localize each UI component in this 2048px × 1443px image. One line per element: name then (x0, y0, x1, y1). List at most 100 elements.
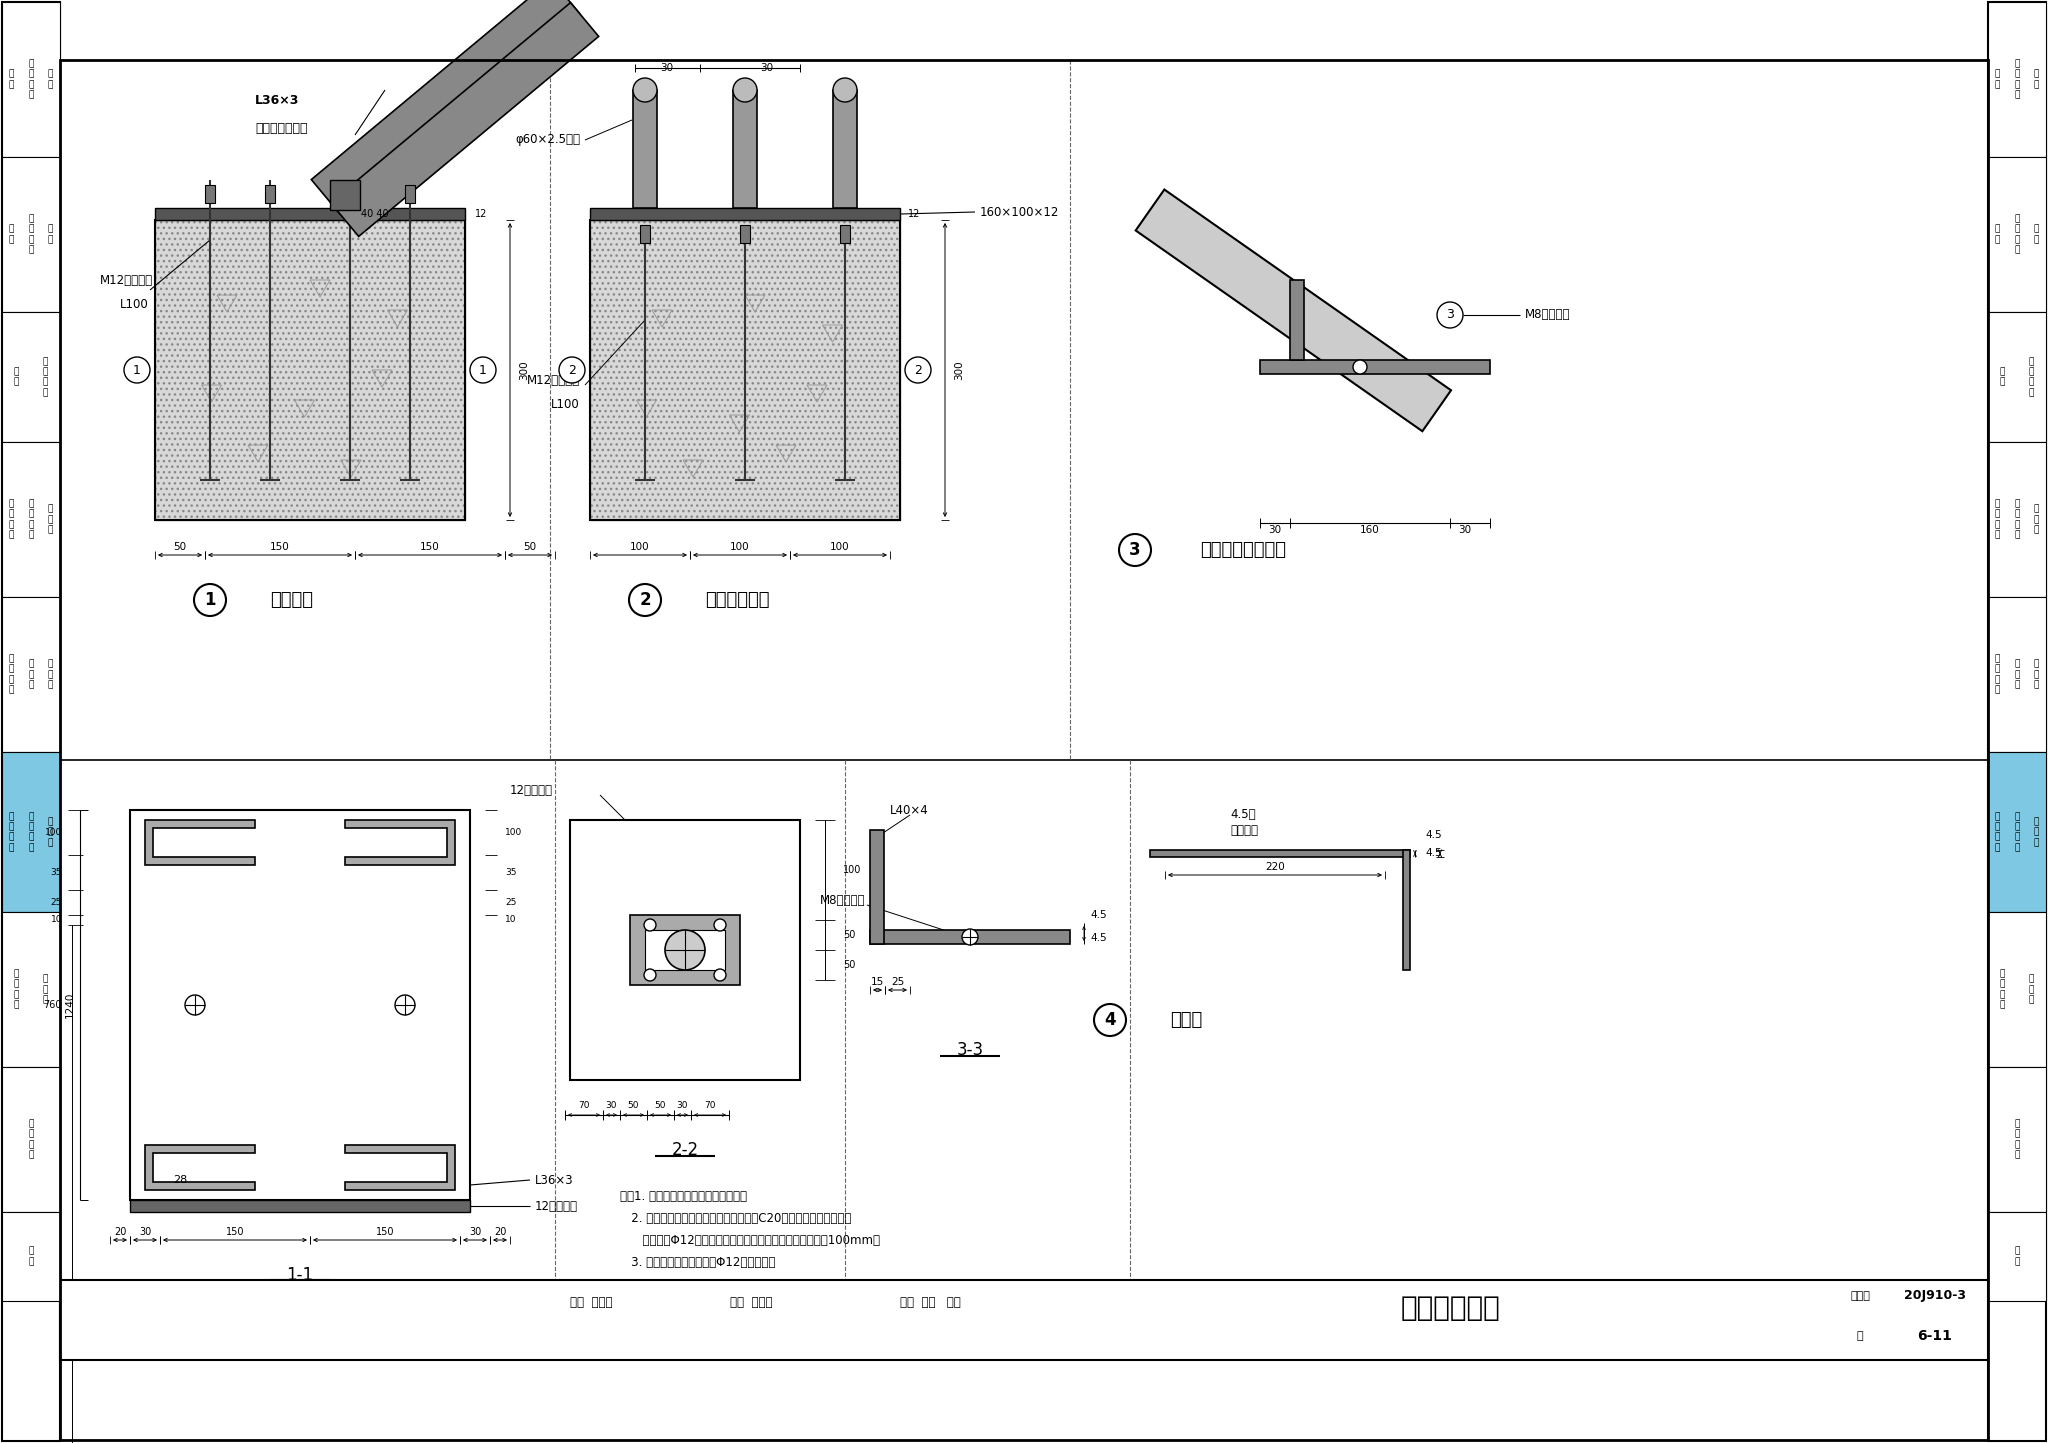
Text: 集
装
筱
化: 集 装 筱 化 (2015, 59, 2019, 100)
Circle shape (643, 919, 655, 931)
Bar (406, 185, 416, 203)
Text: 160: 160 (1360, 525, 1380, 535)
Text: 校对  赵加亮: 校对 赵加亮 (729, 1296, 772, 1309)
Circle shape (469, 356, 496, 382)
Text: 模
块
化: 模 块 化 (43, 974, 49, 1004)
Bar (2, 1, 59, 157)
Text: 35: 35 (506, 869, 516, 877)
Circle shape (1438, 302, 1462, 328)
Text: 拆
装
式: 拆 装 式 (2034, 817, 2040, 847)
Bar (1151, 850, 1409, 857)
Bar (1989, 1, 2046, 1442)
Text: 220: 220 (1266, 861, 1284, 872)
Text: M12膨胀螺栓: M12膨胀螺栓 (526, 374, 580, 387)
Polygon shape (330, 3, 598, 237)
Text: 2: 2 (567, 364, 575, 377)
Text: 3-3: 3-3 (956, 1040, 983, 1059)
Text: 底
盘
筱
式: 底 盘 筱 式 (2030, 356, 2034, 397)
Bar (834, 89, 856, 208)
Text: 踏步与梯梁连接处: 踏步与梯梁连接处 (1200, 541, 1286, 558)
Bar (2, 312, 59, 442)
Text: 100: 100 (506, 828, 522, 837)
Text: 100: 100 (844, 864, 862, 874)
Text: 页: 页 (1858, 1330, 1864, 1341)
Polygon shape (344, 820, 455, 864)
Text: 框
架
房
屋: 框 架 房 屋 (1995, 654, 2001, 694)
Circle shape (666, 929, 705, 970)
Bar (59, 1280, 1989, 1359)
Text: 板
式
房
屋: 板 式 房 屋 (14, 970, 18, 1010)
Circle shape (184, 996, 205, 1014)
Text: 设计  张鹏   张嘉: 设计 张鹏 张嘉 (899, 1296, 961, 1309)
Text: M12膨胀螺栓: M12膨胀螺栓 (100, 274, 154, 287)
Text: 12: 12 (475, 209, 487, 219)
Bar (2, 1, 59, 1442)
Text: 6-11: 6-11 (1917, 1329, 1952, 1343)
Bar (590, 219, 899, 519)
Text: 300: 300 (954, 361, 965, 380)
Circle shape (633, 78, 657, 102)
Bar (129, 1201, 469, 1212)
Text: 轻
钓
结
构: 轻 钓 结 构 (2015, 812, 2019, 853)
Text: L100: L100 (121, 299, 150, 312)
Text: 楼梯立柱基础: 楼梯立柱基础 (705, 592, 770, 609)
Bar (1260, 359, 1491, 374)
Text: 50: 50 (655, 1101, 666, 1110)
Text: 12厚钢底板: 12厚钢底板 (535, 1199, 578, 1212)
Bar (1989, 597, 2046, 752)
Text: 150: 150 (270, 543, 291, 553)
Bar (631, 915, 739, 986)
Text: 通
用
构
造: 通 用 构 造 (2015, 1120, 2019, 1160)
Text: M8普通螺栓: M8普通螺栓 (1526, 309, 1571, 322)
Text: 模
块: 模 块 (2034, 69, 2040, 89)
Circle shape (715, 970, 725, 981)
Text: 50: 50 (629, 1101, 639, 1110)
Text: 4.5: 4.5 (1425, 848, 1442, 859)
Bar (590, 208, 899, 219)
Text: 150: 150 (420, 543, 440, 553)
Text: 50: 50 (844, 960, 856, 970)
Text: L40×4: L40×4 (891, 804, 928, 817)
Text: 模
块
化: 模 块 化 (47, 505, 53, 534)
Text: 20: 20 (115, 1227, 127, 1237)
Text: φ60×2.5圆柱: φ60×2.5圆柱 (514, 134, 580, 147)
Text: 30: 30 (659, 63, 674, 74)
Text: 附
录: 附 录 (2015, 1247, 2019, 1266)
Bar (870, 830, 885, 944)
Text: 3: 3 (1446, 309, 1454, 322)
Text: 注：1. 采用可拆卸蹏步板装配式楼梯。: 注：1. 采用可拆卸蹏步板装配式楼梯。 (621, 1190, 748, 1203)
Text: 100: 100 (829, 543, 850, 553)
Bar (2, 442, 59, 597)
Text: 1: 1 (133, 364, 141, 377)
Bar (569, 820, 801, 1079)
Circle shape (395, 996, 416, 1014)
Text: 模
块
化: 模 块 化 (2034, 659, 2040, 690)
Circle shape (715, 919, 725, 931)
Bar (344, 185, 354, 203)
Text: 结构安装详图: 结构安装详图 (1401, 1294, 1499, 1322)
Circle shape (643, 970, 655, 981)
Circle shape (905, 356, 932, 382)
Text: 房
屋: 房 屋 (1995, 69, 2001, 89)
Circle shape (1094, 1004, 1126, 1036)
Text: 轻
钓
结
构: 轻 钓 结 构 (29, 812, 33, 853)
Text: 梯梁基础: 梯梁基础 (270, 592, 313, 609)
Polygon shape (344, 1144, 455, 1190)
Bar (156, 219, 465, 519)
Text: 2: 2 (639, 592, 651, 609)
Text: 基础采用Φ12膨胀螺栓现场安装，膨胀螺栓长度应不小于100mm。: 基础采用Φ12膨胀螺栓现场安装，膨胀螺栓长度应不小于100mm。 (621, 1234, 881, 1247)
Text: 4.5厚: 4.5厚 (1231, 808, 1255, 821)
Text: 房
屋: 房 屋 (8, 69, 14, 89)
Bar (2, 1212, 59, 1302)
Text: 50: 50 (844, 929, 856, 939)
Text: 1240: 1240 (66, 991, 76, 1019)
Text: 10: 10 (51, 915, 61, 925)
Text: 轻
型
钓: 轻 型 钓 (2015, 659, 2019, 690)
Text: 集
装
筱
化: 集 装 筱 化 (29, 59, 33, 100)
Text: 模
块: 模 块 (2034, 225, 2040, 244)
Bar (2, 1066, 59, 1212)
Text: 28: 28 (172, 1175, 186, 1185)
Circle shape (733, 78, 758, 102)
Text: 审核  田宇治: 审核 田宇治 (569, 1296, 612, 1309)
Text: 框
架
房
屋: 框 架 房 屋 (8, 654, 14, 694)
